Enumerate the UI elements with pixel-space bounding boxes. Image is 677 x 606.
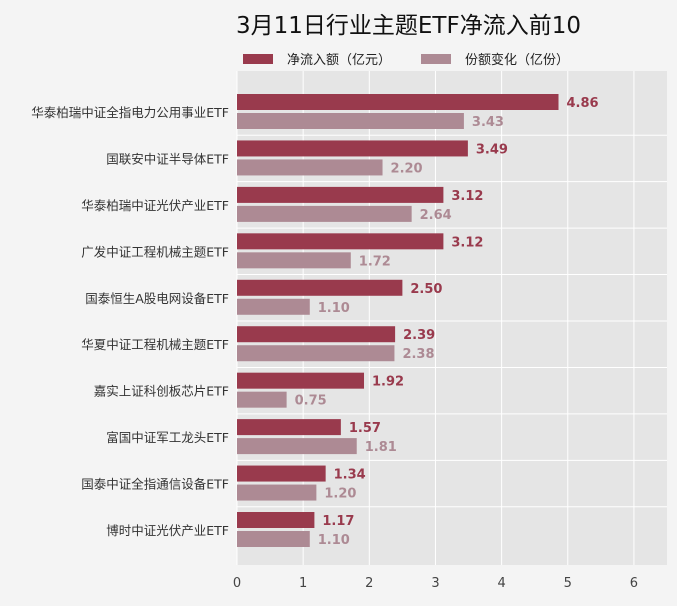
bar-share-change bbox=[237, 298, 310, 315]
bar-net-inflow bbox=[237, 512, 315, 528]
bar-share-change bbox=[237, 438, 357, 455]
bar-share-change bbox=[237, 205, 412, 222]
bar-net-inflow bbox=[237, 372, 365, 389]
data-label: 1.81 bbox=[365, 440, 397, 455]
x-tick-label: 1 bbox=[299, 576, 307, 591]
bar-net-inflow bbox=[237, 186, 444, 203]
category-label: 华泰柏瑞中证光伏产业ETF bbox=[81, 198, 229, 213]
data-label: 1.57 bbox=[349, 421, 381, 436]
data-label: 1.10 bbox=[318, 533, 350, 548]
x-tick-label: 0 bbox=[233, 576, 241, 591]
x-tick-label: 2 bbox=[365, 576, 373, 591]
bar-share-change bbox=[237, 531, 310, 547]
bar-share-change bbox=[237, 391, 287, 408]
x-tick-label: 4 bbox=[497, 576, 505, 591]
data-label: 1.10 bbox=[318, 301, 350, 316]
bar-share-change bbox=[237, 484, 317, 501]
bar-share-change bbox=[237, 252, 351, 269]
bar-net-inflow bbox=[237, 140, 468, 157]
data-label: 3.12 bbox=[451, 189, 483, 204]
legend-label: 净流入额（亿元） bbox=[287, 53, 392, 68]
category-label: 国泰恒生A股电网设备ETF bbox=[85, 291, 229, 306]
chart-title: 3月11日行业主题ETF净流入前10 bbox=[236, 13, 581, 39]
bar-net-inflow bbox=[237, 326, 396, 343]
data-label: 2.50 bbox=[410, 282, 442, 297]
category-label: 国联安中证半导体ETF bbox=[106, 151, 229, 166]
category-label: 华泰柏瑞中证全指电力公用事业ETF bbox=[31, 105, 229, 120]
bar-net-inflow bbox=[237, 465, 326, 482]
category-label: 华夏中证工程机械主题ETF bbox=[81, 337, 229, 352]
category-label: 富国中证军工龙头ETF bbox=[106, 430, 229, 445]
legend-item-share-change: 份额变化（亿份） bbox=[421, 49, 569, 68]
x-tick-label: 5 bbox=[564, 576, 572, 591]
data-label: 2.38 bbox=[402, 347, 434, 362]
data-label: 4.86 bbox=[567, 96, 599, 111]
bar-net-inflow bbox=[237, 419, 341, 436]
data-label: 1.34 bbox=[334, 468, 366, 483]
category-label: 博时中证光伏产业ETF bbox=[106, 523, 229, 538]
legend-label: 份额变化（亿份） bbox=[465, 53, 570, 68]
bar-net-inflow bbox=[237, 233, 444, 250]
data-label: 1.17 bbox=[322, 514, 354, 529]
data-label: 2.64 bbox=[420, 208, 452, 223]
data-label: 1.92 bbox=[372, 375, 404, 390]
legend-swatch bbox=[243, 53, 273, 64]
data-label: 1.20 bbox=[324, 487, 356, 502]
category-label: 国泰中证全指通信设备ETF bbox=[81, 477, 229, 492]
data-label: 2.20 bbox=[391, 161, 423, 176]
legend-item-net-inflow: 净流入额（亿元） bbox=[243, 49, 391, 68]
category-label: 嘉实上证科创板芯片ETF bbox=[94, 384, 229, 399]
bar-net-inflow bbox=[237, 279, 403, 296]
data-label: 3.12 bbox=[451, 235, 483, 250]
data-label: 2.39 bbox=[403, 328, 435, 343]
data-label: 3.49 bbox=[476, 142, 508, 157]
data-label: 1.72 bbox=[359, 254, 391, 269]
legend-swatch bbox=[421, 53, 451, 64]
bar-share-change bbox=[237, 159, 383, 176]
bar-share-change bbox=[237, 113, 464, 129]
category-label: 广发中证工程机械主题ETF bbox=[81, 244, 229, 259]
x-tick-label: 3 bbox=[431, 576, 439, 591]
data-label: 3.43 bbox=[472, 115, 504, 130]
data-label: 0.75 bbox=[295, 394, 327, 409]
bar-share-change bbox=[237, 345, 395, 362]
bar-net-inflow bbox=[237, 94, 559, 110]
x-tick-label: 6 bbox=[630, 576, 638, 591]
